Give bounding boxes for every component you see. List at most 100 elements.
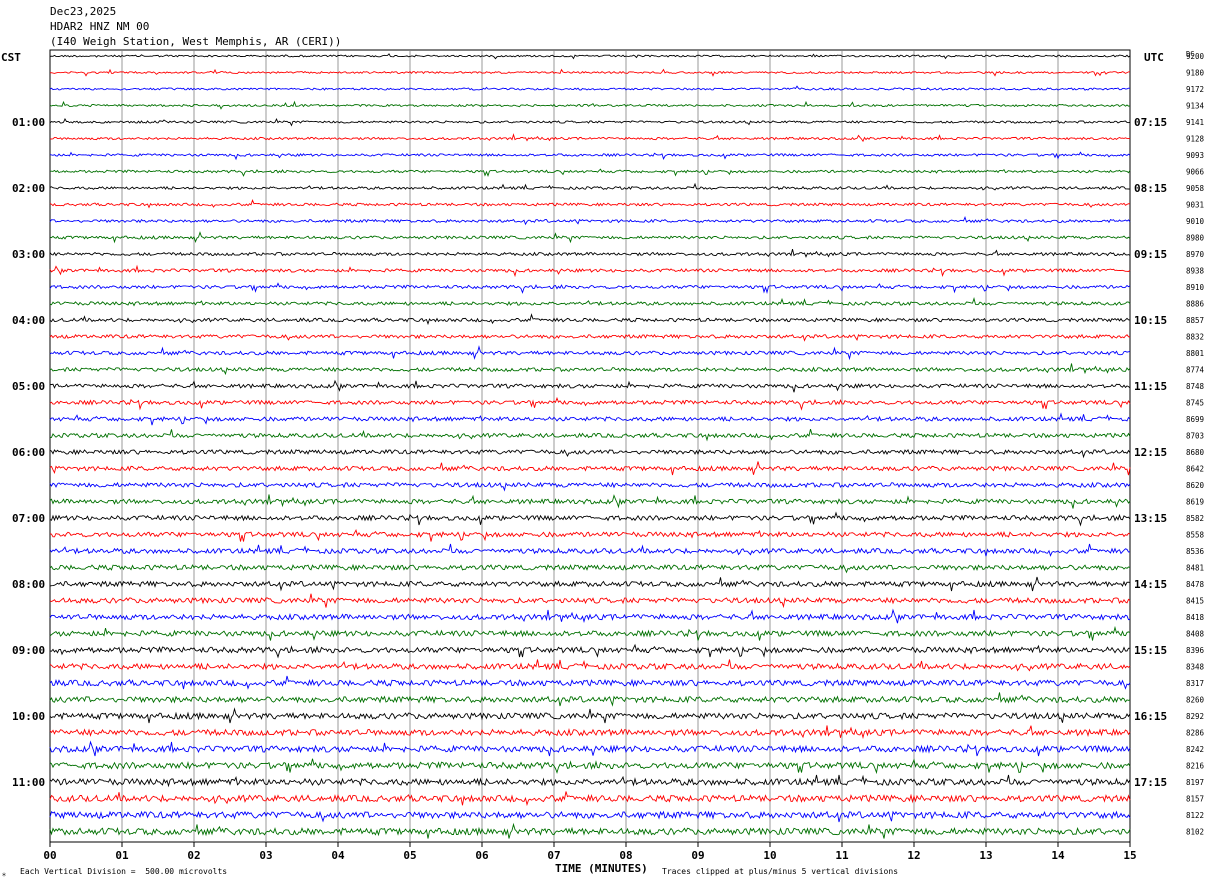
trace-row — [49, 448, 1131, 459]
dc-offset-label: 8832 — [1186, 333, 1204, 342]
dc-offset-label: 8286 — [1186, 729, 1205, 738]
dc-offset-label: 8418 — [1186, 613, 1205, 622]
right-hour-label: 10:15 — [1134, 314, 1167, 327]
left-hour-label: 08:00 — [12, 578, 45, 591]
axis-labels: 00 01 02 03 04 05 06 07 08 09 10 11 12 13 14 15 9200 9180… — [12, 52, 1205, 862]
dc-offset-label: 8536 — [1186, 547, 1205, 556]
x-tick-label: 08 — [619, 849, 632, 862]
dc-offset-label: 8216 — [1186, 762, 1205, 771]
plot-frame — [49, 49, 1131, 843]
dc-offset-label: 9200 — [1186, 52, 1205, 61]
dc-offset-label: 8680 — [1186, 448, 1205, 457]
dc-offset-label: 8292 — [1186, 712, 1204, 721]
dc-offset-label: 8642 — [1186, 465, 1204, 474]
x-axis-title: TIME (MINUTES) — [555, 862, 648, 875]
trace-row — [49, 659, 1131, 672]
dc-offset-label: 8938 — [1186, 267, 1205, 276]
dc-offset-label: 8408 — [1186, 630, 1205, 639]
right-timezone-label: UTC — [1144, 51, 1164, 64]
dc-offset-label: 9066 — [1186, 168, 1205, 177]
dc-offset-label: 9172 — [1186, 85, 1204, 94]
x-tick-label: 02 — [187, 849, 200, 862]
left-hour-label: 11:00 — [12, 776, 45, 789]
trace-row — [49, 297, 1131, 307]
trace-row — [49, 563, 1131, 574]
x-tick-label: 06 — [475, 849, 489, 862]
trace-row — [49, 608, 1131, 624]
dc-offset-label: 8317 — [1186, 679, 1204, 688]
right-hour-label: 14:15 — [1134, 578, 1167, 591]
footer-mark: ⁎ — [2, 869, 6, 878]
left-hour-label: 05:00 — [12, 380, 45, 393]
dc-offset-label: 8774 — [1186, 366, 1205, 375]
right-hour-label: 17:15 — [1134, 776, 1167, 789]
trace-row — [49, 725, 1131, 740]
dc-offset-label: 8748 — [1186, 382, 1205, 391]
station-label: HDAR2 HNZ NM 00 — [50, 20, 150, 33]
trace-row — [49, 791, 1131, 807]
trace-row — [49, 822, 1131, 839]
trace-row — [49, 313, 1131, 326]
left-hour-label: 03:00 — [12, 248, 45, 261]
dc-offset-label: 8122 — [1186, 811, 1204, 820]
trace-row — [49, 396, 1131, 411]
scale-note: Each Vertical Division = 500.00 microvol… — [20, 867, 228, 876]
dc-offset-label: 8558 — [1186, 531, 1205, 540]
clip-note: Traces clipped at plus/minus 5 vertical … — [662, 867, 899, 876]
right-hour-label: 09:15 — [1134, 248, 1167, 261]
trace-row — [50, 168, 1131, 178]
trace-row — [49, 248, 1131, 258]
location-label: (I40 Weigh Station, West Memphis, AR (CE… — [50, 35, 342, 48]
trace-row — [49, 707, 1131, 724]
trace-row — [49, 100, 1131, 110]
trace-row — [49, 543, 1131, 557]
dc-offset-label: 8415 — [1186, 597, 1204, 606]
x-tick-label: 11 — [835, 849, 849, 862]
dc-offset-label: 8242 — [1186, 745, 1204, 754]
dc-offset-label: 8396 — [1186, 646, 1205, 655]
dc-offset-label: 8910 — [1186, 283, 1205, 292]
x-tick-label: 00 — [43, 849, 56, 862]
dc-offset-label: 8980 — [1186, 234, 1205, 243]
dc-label: DC — [1186, 50, 1195, 58]
trace-row — [49, 593, 1131, 609]
x-tick-label: 03 — [259, 849, 272, 862]
dc-offset-label: 8620 — [1186, 481, 1205, 490]
trace-row — [49, 692, 1131, 707]
chart-grid — [49, 49, 1131, 847]
trace-row — [49, 85, 1130, 91]
left-hour-label: 02:00 — [12, 182, 45, 195]
trace-row — [49, 68, 1131, 77]
trace-row — [49, 363, 1131, 376]
trace-row — [49, 481, 1131, 492]
dc-offset-label: 8582 — [1186, 514, 1204, 523]
dc-offset-label: 8699 — [1186, 415, 1204, 424]
dc-offset-label: 9128 — [1186, 135, 1205, 144]
trace-row — [49, 576, 1131, 592]
left-hour-label: 01:00 — [12, 116, 45, 129]
dc-offset-label: 9010 — [1186, 217, 1205, 226]
trace-row — [49, 53, 1131, 60]
right-hour-label: 16:15 — [1134, 710, 1167, 723]
dc-offset-label: 9141 — [1186, 118, 1204, 127]
trace-row — [49, 379, 1131, 393]
dc-offset-label: 8157 — [1186, 795, 1204, 804]
trace-row — [49, 264, 1131, 278]
dc-offset-label: 9031 — [1186, 201, 1204, 210]
dc-offset-label: 8703 — [1186, 432, 1204, 441]
dc-offset-label: 8857 — [1186, 316, 1204, 325]
x-tick-label: 01 — [115, 849, 129, 862]
dc-offset-label: 9180 — [1186, 69, 1205, 78]
dc-offset-label: 8970 — [1186, 250, 1205, 259]
trace-row — [49, 810, 1131, 823]
trace-row — [49, 282, 1131, 294]
left-timezone-label: CST — [1, 51, 21, 64]
dc-offset-label: 9058 — [1186, 184, 1205, 193]
trace-row — [49, 412, 1131, 426]
trace-layer — [49, 53, 1131, 839]
trace-row — [49, 345, 1131, 361]
left-hour-label: 07:00 — [12, 512, 45, 525]
x-tick-label: 07 — [547, 849, 560, 862]
x-tick-label: 12 — [907, 849, 920, 862]
